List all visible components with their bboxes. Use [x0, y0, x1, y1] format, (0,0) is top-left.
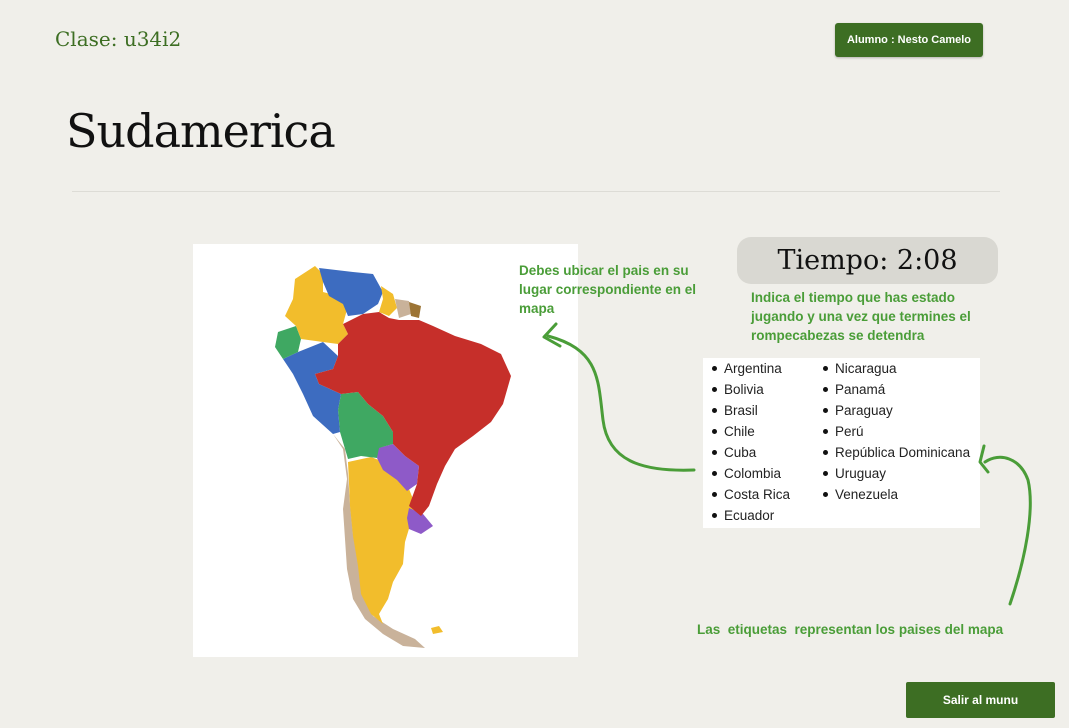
country-labels-panel: Argentina Bolivia Brasil Chile Cuba Colo… [703, 358, 980, 528]
label-brasil[interactable]: Brasil [711, 400, 790, 421]
map-piece-islands [431, 626, 443, 634]
map-piece-ecuador[interactable] [275, 326, 301, 359]
label-uruguay[interactable]: Uruguay [822, 463, 970, 484]
map-panel [193, 244, 578, 657]
label-panama[interactable]: Panamá [822, 379, 970, 400]
labels-column-1: Argentina Bolivia Brasil Chile Cuba Colo… [711, 358, 790, 526]
map-piece-brazil[interactable] [315, 312, 511, 516]
map-piece-french-guiana[interactable] [409, 302, 421, 318]
map-piece-suriname[interactable] [395, 299, 411, 318]
label-paraguay[interactable]: Paraguay [822, 400, 970, 421]
labels-hint-arrow-icon [983, 456, 1032, 606]
map-piece-venezuela[interactable] [319, 268, 383, 316]
label-argentina[interactable]: Argentina [711, 358, 790, 379]
exit-to-menu-button[interactable]: Salir al munu [906, 682, 1055, 718]
label-colombia[interactable]: Colombia [711, 463, 790, 484]
south-america-map [275, 266, 511, 648]
map-hint: Debes ubicar el pais en su lugar corresp… [519, 263, 697, 316]
map-hint-arrowhead-icon [542, 322, 562, 348]
map-piece-chile[interactable] [333, 434, 425, 648]
labels-column-2: Nicaragua Panamá Paraguay Perú República… [822, 358, 970, 505]
student-button[interactable]: Alumno : Nesto Camelo [835, 23, 983, 57]
title-divider [72, 191, 1000, 192]
map-hint-arrow-icon [546, 334, 696, 472]
label-ecuador[interactable]: Ecuador [711, 505, 790, 526]
label-nicaragua[interactable]: Nicaragua [822, 358, 970, 379]
label-peru[interactable]: Perú [822, 421, 970, 442]
timer-display: Tiempo: 2:08 [737, 237, 998, 284]
label-republica-dominicana[interactable]: República Dominicana [822, 442, 970, 463]
map-piece-peru[interactable] [283, 342, 341, 434]
map-piece-argentina[interactable] [348, 457, 415, 624]
label-costa-rica[interactable]: Costa Rica [711, 484, 790, 505]
map-piece-uruguay[interactable] [407, 508, 433, 534]
map-piece-bolivia[interactable] [338, 392, 393, 459]
page-title: Sudamerica [66, 104, 336, 158]
label-bolivia[interactable]: Bolivia [711, 379, 790, 400]
label-chile[interactable]: Chile [711, 421, 790, 442]
map-piece-guyana[interactable] [379, 286, 397, 316]
timer-hint: Indica el tiempo que has estado jugando … [751, 290, 971, 343]
label-cuba[interactable]: Cuba [711, 442, 790, 463]
class-label: Clase: u34i2 [55, 27, 182, 51]
map-piece-paraguay[interactable] [377, 444, 419, 491]
labels-hint-arrowhead-icon [978, 444, 990, 474]
map-piece-colombia[interactable] [285, 266, 348, 344]
label-venezuela[interactable]: Venezuela [822, 484, 970, 505]
labels-hint: Las etiquetas representan los paises del… [697, 622, 1004, 637]
